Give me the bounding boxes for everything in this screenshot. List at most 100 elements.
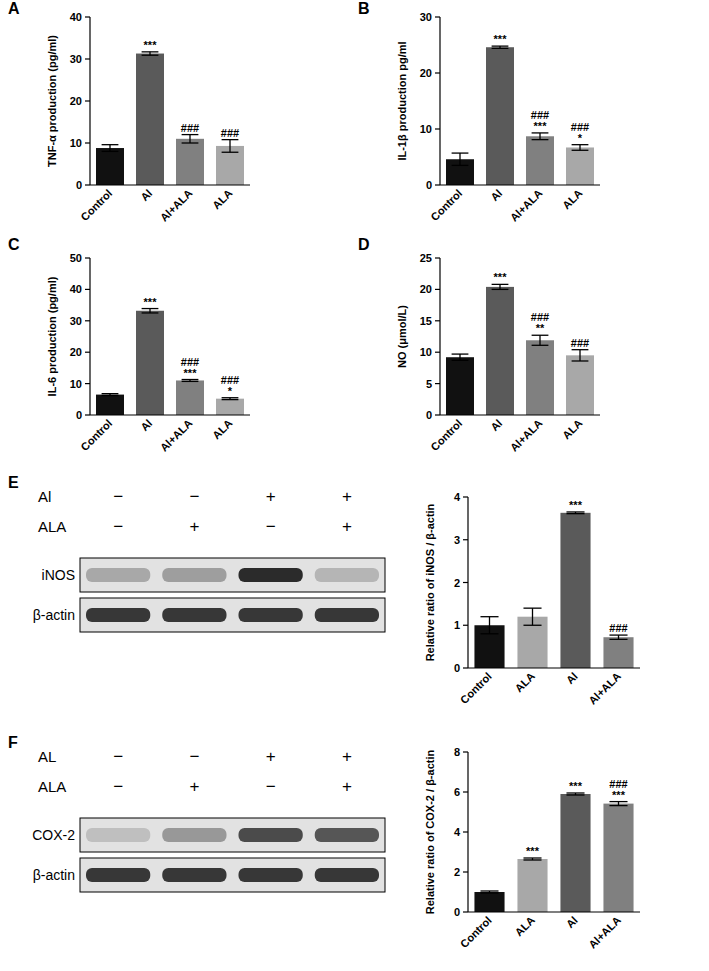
- error-bar: [452, 354, 469, 360]
- error-cap: [102, 144, 119, 145]
- error-cap: [492, 284, 509, 285]
- y-tick-label: 1: [454, 619, 460, 631]
- y-tick: [463, 831, 468, 832]
- blot-band: [315, 568, 379, 582]
- x-axis: [468, 911, 640, 912]
- blot-sign: −: [189, 487, 199, 506]
- error-bar: [102, 394, 119, 396]
- y-tick: [463, 539, 468, 540]
- y-tick-label: 30: [70, 53, 82, 65]
- blot-band-label: β-actin: [33, 607, 75, 623]
- x-tick-label: Control: [458, 914, 494, 950]
- panel-d: D*****######0510152025NO (μmol/L)Control…: [358, 236, 600, 454]
- blot-sign: −: [266, 517, 276, 536]
- y-axis-label: NO (μmol/L): [396, 305, 408, 368]
- y-tick-label: 0: [426, 179, 432, 191]
- y-tick: [85, 16, 90, 17]
- blot-band-control: [86, 868, 150, 882]
- blot-band-label: COX-2: [32, 827, 75, 843]
- error-stem: [459, 354, 460, 360]
- error-cap: [609, 801, 627, 802]
- y-tick: [435, 257, 440, 258]
- blot-row-label: AL: [38, 748, 56, 765]
- error-cap: [452, 152, 469, 153]
- error-cap: [452, 360, 469, 361]
- bar: [566, 355, 594, 415]
- x-tick-label: Al: [138, 187, 154, 203]
- bar: [486, 287, 514, 415]
- bar: [560, 513, 590, 668]
- significance: *: [228, 385, 233, 397]
- error-cap: [182, 134, 199, 135]
- error-bar: [523, 608, 541, 625]
- significance: ###: [531, 311, 549, 323]
- blot-sign: +: [342, 777, 352, 796]
- x-axis: [440, 414, 600, 415]
- error-cap: [222, 399, 239, 400]
- error-cap: [566, 794, 584, 795]
- y-tick-label: 4: [454, 826, 461, 838]
- blot-sign: +: [266, 747, 276, 766]
- error-cap: [142, 55, 159, 56]
- error-bar: [492, 284, 509, 289]
- error-cap: [572, 144, 589, 145]
- y-tick-label: 20: [420, 283, 432, 295]
- error-cap: [222, 139, 239, 140]
- error-stem: [149, 309, 150, 313]
- significance: ***: [612, 789, 626, 801]
- error-cap: [566, 511, 584, 512]
- panel-letter: C: [8, 236, 20, 253]
- error-cap: [222, 152, 239, 153]
- error-cap: [480, 616, 498, 617]
- x-tick-label: Control: [78, 417, 114, 453]
- error-cap: [523, 608, 541, 609]
- blot-band: [315, 828, 379, 842]
- error-cap: [566, 513, 584, 514]
- panel-letter: A: [8, 0, 20, 17]
- bar: [176, 139, 204, 185]
- blot-band-control: [239, 608, 303, 622]
- x-tick-label: Al: [564, 914, 580, 930]
- significance: ###: [531, 109, 549, 121]
- error-bar: [523, 858, 541, 860]
- error-cap: [492, 45, 509, 46]
- blot-frame: [80, 818, 385, 852]
- panel-e: E***###01234Relative ratio of iNOS / β-a…: [8, 474, 640, 707]
- y-tick: [463, 625, 468, 626]
- y-tick: [435, 383, 440, 384]
- blot-band: [86, 828, 150, 842]
- y-tick: [85, 352, 90, 353]
- error-bar: [480, 891, 498, 893]
- error-stem: [579, 145, 580, 151]
- bar: [176, 380, 204, 415]
- blot-band: [162, 828, 226, 842]
- y-tick-label: 30: [420, 11, 432, 23]
- panel-c: C******###*###01020304050IL-6 production…: [8, 236, 250, 454]
- error-cap: [102, 393, 119, 394]
- y-tick-label: 2: [454, 577, 460, 589]
- y-tick-label: 0: [426, 409, 432, 421]
- x-tick-label: ALA: [512, 670, 537, 695]
- error-cap: [142, 51, 159, 52]
- y-axis: [439, 17, 440, 185]
- y-tick-label: 10: [70, 378, 82, 390]
- y-tick: [85, 100, 90, 101]
- error-stem: [539, 335, 540, 345]
- x-axis: [440, 184, 600, 185]
- error-bar: [492, 46, 509, 48]
- western-blot: AL−−++ALA−+−+COX-2β-actin: [32, 747, 385, 892]
- error-stem: [489, 617, 490, 634]
- error-stem: [109, 145, 110, 152]
- error-stem: [579, 350, 580, 361]
- error-cap: [452, 165, 469, 166]
- y-tick-label: 0: [454, 906, 460, 918]
- bar: [216, 146, 244, 185]
- blot-row-label: ALA: [38, 778, 66, 795]
- error-bar: [182, 380, 199, 382]
- y-tick-label: 0: [76, 409, 82, 421]
- bar: [526, 136, 554, 185]
- y-tick: [463, 582, 468, 583]
- y-tick: [435, 289, 440, 290]
- significance: ###: [221, 127, 239, 139]
- error-cap: [609, 634, 627, 635]
